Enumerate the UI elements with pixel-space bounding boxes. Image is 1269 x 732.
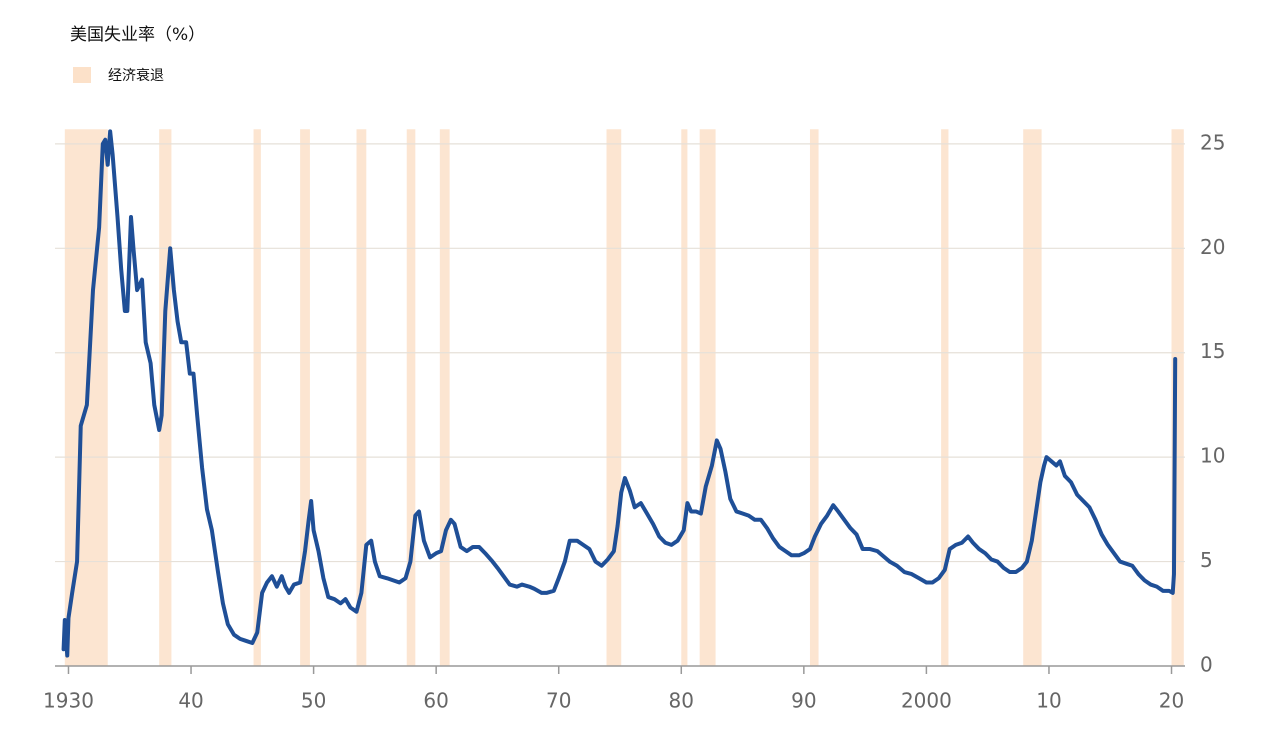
y-tick-label: 25 bbox=[1200, 130, 1225, 154]
recession-band bbox=[406, 129, 416, 666]
recession-band bbox=[300, 129, 310, 666]
y-tick-label: 10 bbox=[1200, 444, 1225, 468]
legend-label: 经济衰退 bbox=[108, 67, 164, 84]
x-tick-label: 10 bbox=[1036, 689, 1061, 713]
x-tick-label: 20 bbox=[1159, 689, 1184, 713]
y-tick-label: 15 bbox=[1200, 339, 1225, 363]
x-tick-label: 60 bbox=[423, 689, 448, 713]
recession-band bbox=[253, 129, 261, 666]
recession-band bbox=[1023, 129, 1042, 666]
x-tick-label: 90 bbox=[791, 689, 816, 713]
recession-band bbox=[809, 129, 819, 666]
x-tick-label: 70 bbox=[546, 689, 571, 713]
recession-band bbox=[606, 129, 622, 666]
recession-band bbox=[356, 129, 367, 666]
x-tick-label: 80 bbox=[669, 689, 694, 713]
unemployment-line bbox=[61, 129, 1178, 658]
x-tick-label: 2000 bbox=[901, 689, 952, 713]
legend-swatch bbox=[73, 67, 91, 83]
y-tick-label: 5 bbox=[1200, 548, 1213, 572]
recession-band bbox=[941, 129, 949, 666]
recession-band bbox=[681, 129, 688, 666]
y-tick-label: 0 bbox=[1200, 653, 1213, 677]
recession-band bbox=[699, 129, 716, 666]
chart-title: 美国失业率（%） bbox=[70, 25, 205, 45]
x-tick-label: 40 bbox=[178, 689, 203, 713]
x-tick-label: 1930 bbox=[43, 689, 94, 713]
x-tick-label: 50 bbox=[301, 689, 326, 713]
recession-band bbox=[439, 129, 450, 666]
y-tick-label: 20 bbox=[1200, 235, 1225, 259]
legend: 经济衰退 bbox=[73, 67, 164, 84]
